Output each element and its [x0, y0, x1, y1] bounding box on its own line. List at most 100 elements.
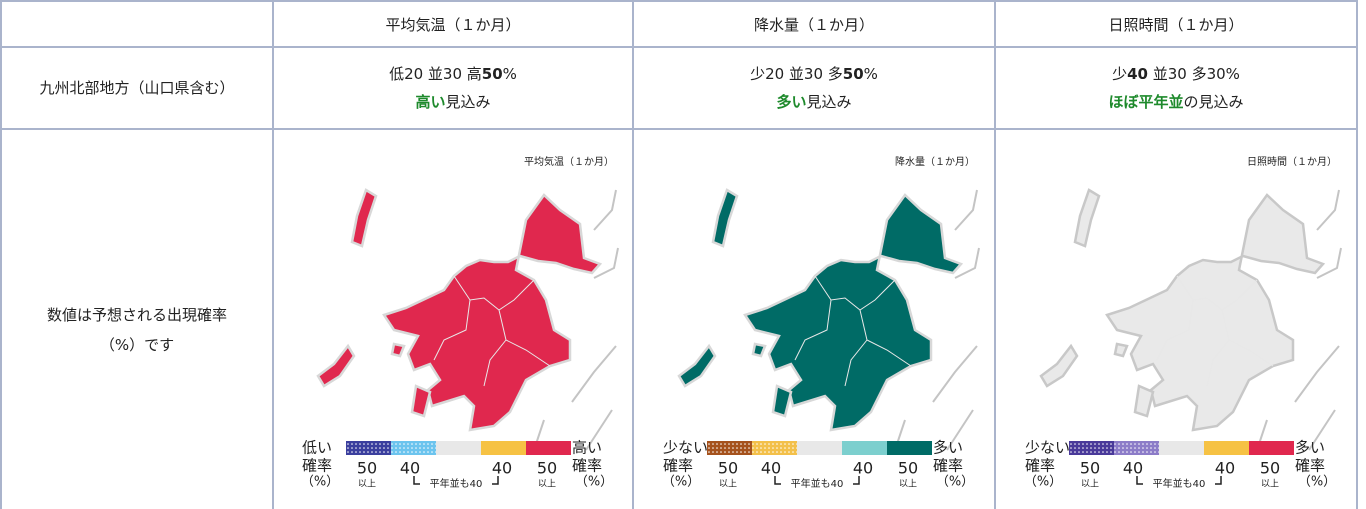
- outlook-part: 見込み: [806, 93, 852, 111]
- prefecture-border: [1176, 275, 1258, 311]
- forecast-cell: 低20 並30 高50% 高い見込み: [272, 46, 634, 130]
- probability-part: %: [502, 65, 517, 83]
- bracket: [774, 476, 781, 485]
- prefecture-border: [1156, 299, 1194, 361]
- region: [316, 343, 356, 388]
- region: [1039, 343, 1079, 388]
- legend-high-label: （%）: [936, 475, 974, 490]
- legend-tick: 40: [853, 459, 873, 478]
- probability-part: %: [863, 65, 878, 83]
- probability: 少20 並30 多50%: [634, 60, 994, 88]
- probability: 低20 並30 高50%: [274, 60, 632, 88]
- legend-swatch: [887, 441, 932, 455]
- legend-tick: 40: [1215, 459, 1235, 478]
- probability: 少40 並30 多30%: [996, 60, 1356, 88]
- legend-low-label: （%）: [301, 475, 339, 490]
- coastline: [932, 345, 978, 403]
- map-row: 数値は予想される出現確率 （%）です 平均気温（１か月） 低い 確率 （%） 高い 確率（…: [0, 128, 1358, 509]
- prefecture-border: [498, 309, 551, 367]
- legend-low-label: 低い: [302, 439, 332, 457]
- prefecture-border: [453, 275, 535, 311]
- legend-swatch: [346, 441, 391, 455]
- legend-tick-note: 以上: [1081, 479, 1099, 490]
- legend-swatch: [1159, 441, 1204, 455]
- header-blank: [0, 0, 274, 48]
- map-caption: 日照時間（１か月）: [1247, 156, 1337, 168]
- legend-low-label: （%）: [662, 475, 700, 490]
- prefecture-border: [859, 309, 912, 367]
- coastline: [954, 189, 978, 231]
- legend-tick: 40: [1123, 459, 1143, 478]
- map-cell: 日照時間（１か月） 少ない 確率 （%） 多い 確率 （%） 50 以上 40 40 50 以上 平年並も…: [994, 128, 1358, 509]
- legend-tick: 40: [400, 459, 420, 478]
- prefecture-border: [1206, 339, 1230, 387]
- outlook-part: の見込み: [1183, 93, 1244, 111]
- legend-swatch: [1249, 441, 1294, 455]
- map-caption: 降水量（１か月）: [895, 155, 975, 168]
- note-line: （%）です: [99, 336, 175, 354]
- coastline: [1308, 409, 1336, 451]
- region: [743, 193, 964, 432]
- legend-tick-note: 以上: [538, 479, 556, 490]
- legend-swatch: [1069, 441, 1114, 455]
- bracket: [1215, 476, 1222, 485]
- legend-swatch: [707, 441, 752, 455]
- outlook: ほぼ平年並の見込み: [996, 88, 1356, 116]
- legend-high-label: 確率: [1295, 457, 1325, 475]
- normal-note: 平年並も40: [1153, 477, 1206, 490]
- map-cell: 平均気温（１か月） 低い 確率 （%） 高い 確率 （%） 50 以上 40 40 50 以上 平年並も4…: [272, 128, 634, 509]
- probability-part: 50: [842, 65, 864, 83]
- map: [316, 188, 619, 451]
- outlook-part: 見込み: [445, 93, 491, 111]
- legend-high-label: 多い: [933, 439, 963, 457]
- region: [1133, 384, 1155, 418]
- region: [350, 188, 378, 248]
- outlook: 多い見込み: [634, 88, 994, 116]
- coastline: [593, 247, 619, 279]
- bracket: [492, 476, 499, 485]
- legend-high-label: （%）: [1298, 475, 1336, 490]
- legend-swatch: [752, 441, 797, 455]
- map-caption: 平均気温（１か月）: [524, 155, 614, 168]
- legend-tick: 40: [492, 459, 512, 478]
- legend-tick-note: 以上: [899, 479, 917, 490]
- legend-low-label: 確率: [663, 457, 693, 475]
- region: [410, 384, 432, 418]
- legend-low-label: 少ない: [663, 439, 708, 457]
- legend-high-label: 確率: [572, 457, 602, 475]
- legend-swatch: [391, 441, 436, 455]
- header-cell: 降水量（１か月）: [632, 0, 996, 48]
- coastline: [1294, 345, 1340, 403]
- note-cell: 数値は予想される出現確率 （%）です: [0, 128, 274, 509]
- legend-tick: 50: [537, 459, 557, 478]
- normal-note: 平年並も40: [430, 477, 483, 490]
- probability-part: 並30 多30%: [1147, 65, 1240, 83]
- prefecture-border: [794, 299, 832, 361]
- map: [677, 188, 980, 451]
- header-row: 平均気温（１か月） 降水量（１か月） 日照時間（１か月）: [0, 0, 1358, 48]
- legend-swatch: [842, 441, 887, 455]
- region: [1113, 342, 1129, 358]
- forecast-cell: 少20 並30 多50% 多い見込み: [632, 46, 996, 130]
- prefecture-border: [1221, 309, 1274, 367]
- legend-high-label: （%）: [575, 475, 613, 490]
- coastline: [593, 189, 617, 231]
- coastline: [1316, 189, 1340, 231]
- legend-swatch: [481, 441, 526, 455]
- legend-low-label: 確率: [302, 457, 332, 475]
- legend-swatch: [1204, 441, 1249, 455]
- bracket: [413, 476, 420, 485]
- legend-tick: 50: [357, 459, 377, 478]
- header-cell: 日照時間（１か月）: [994, 0, 1358, 48]
- legend-tick-note: 以上: [1261, 479, 1279, 490]
- coastline: [1316, 247, 1342, 279]
- region: [711, 188, 739, 248]
- probability-part: 40: [1127, 65, 1148, 83]
- bracket: [853, 476, 860, 485]
- prefecture-border: [483, 339, 507, 387]
- header-cell: 平均気温（１か月）: [272, 0, 634, 48]
- probability-part: 低20 並30 高: [389, 65, 482, 83]
